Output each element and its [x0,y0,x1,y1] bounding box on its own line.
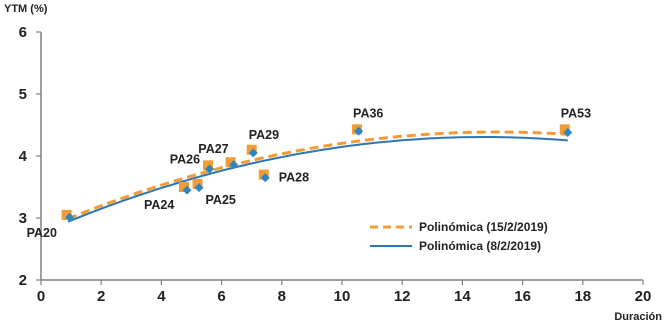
marker-diamond-pa29 [248,148,258,158]
point-label-pa26: PA26 [170,152,200,166]
data-markers [61,124,573,222]
x-tick-label: 6 [217,288,225,305]
x-tick-label: 18 [574,288,591,305]
marker-square-pa28 [258,169,269,180]
legend-entry-15-2-2019: Polinómica (15/2/2019) [419,220,548,234]
marker-square-pa24 [178,182,189,192]
x-tick-label: 0 [37,288,45,305]
marker-diamond-pa26 [205,164,215,174]
marker-square-pa27 [225,157,236,168]
marker-square-pa26 [203,160,214,171]
trendline-solid [67,136,568,223]
point-label-pa53: PA53 [561,106,591,120]
marker-diamond-pa20 [65,212,75,222]
legend-entry-8-2-2019: Polinómica (8/2/2019) [419,239,541,253]
marker-diamond-pa36 [354,126,364,136]
marker-square-pa29 [246,144,257,155]
x-tick-label: 16 [514,288,531,305]
point-label-pa28: PA28 [279,171,309,185]
point-label-pa20: PA20 [27,226,57,240]
point-label-pa29: PA29 [249,128,279,142]
marker-diamond-pa24 [182,185,192,195]
point-label-pa36: PA36 [353,106,383,120]
point-label-pa27: PA27 [198,142,228,156]
x-tick-label: 20 [635,288,652,305]
axes [40,32,643,281]
marker-square-pa53 [559,124,570,135]
y-tick-label: 5 [19,86,27,103]
point-label-pa24: PA24 [144,198,174,212]
marker-square-pa20 [61,209,72,220]
marker-diamond-pa28 [260,173,270,183]
x-tick-label: 14 [454,288,471,305]
trendlines [67,130,568,223]
trendline-dashed [67,130,568,221]
x-tick-label: 8 [278,288,286,305]
legend: Polinómica (15/2/2019) Polinómica (8/2/2… [370,220,548,253]
x-axis-title: Duración [614,311,662,323]
x-tick-label: 12 [394,288,411,305]
marker-square-pa25 [192,178,203,189]
x-tick-label: 2 [97,288,105,305]
y-tick-label: 4 [19,148,28,165]
y-axis-title: YTM (%) [4,3,48,15]
y-tick-label: 3 [19,210,27,227]
y-tick-label: 6 [19,24,27,41]
point-label-pa25: PA25 [206,193,236,207]
x-tick-label: 10 [334,288,351,305]
y-tick-label: 2 [19,272,27,289]
x-tick-label: 4 [157,288,166,305]
marker-diamond-pa53 [563,127,573,137]
marker-diamond-pa27 [229,160,239,170]
marker-diamond-pa25 [194,183,204,193]
